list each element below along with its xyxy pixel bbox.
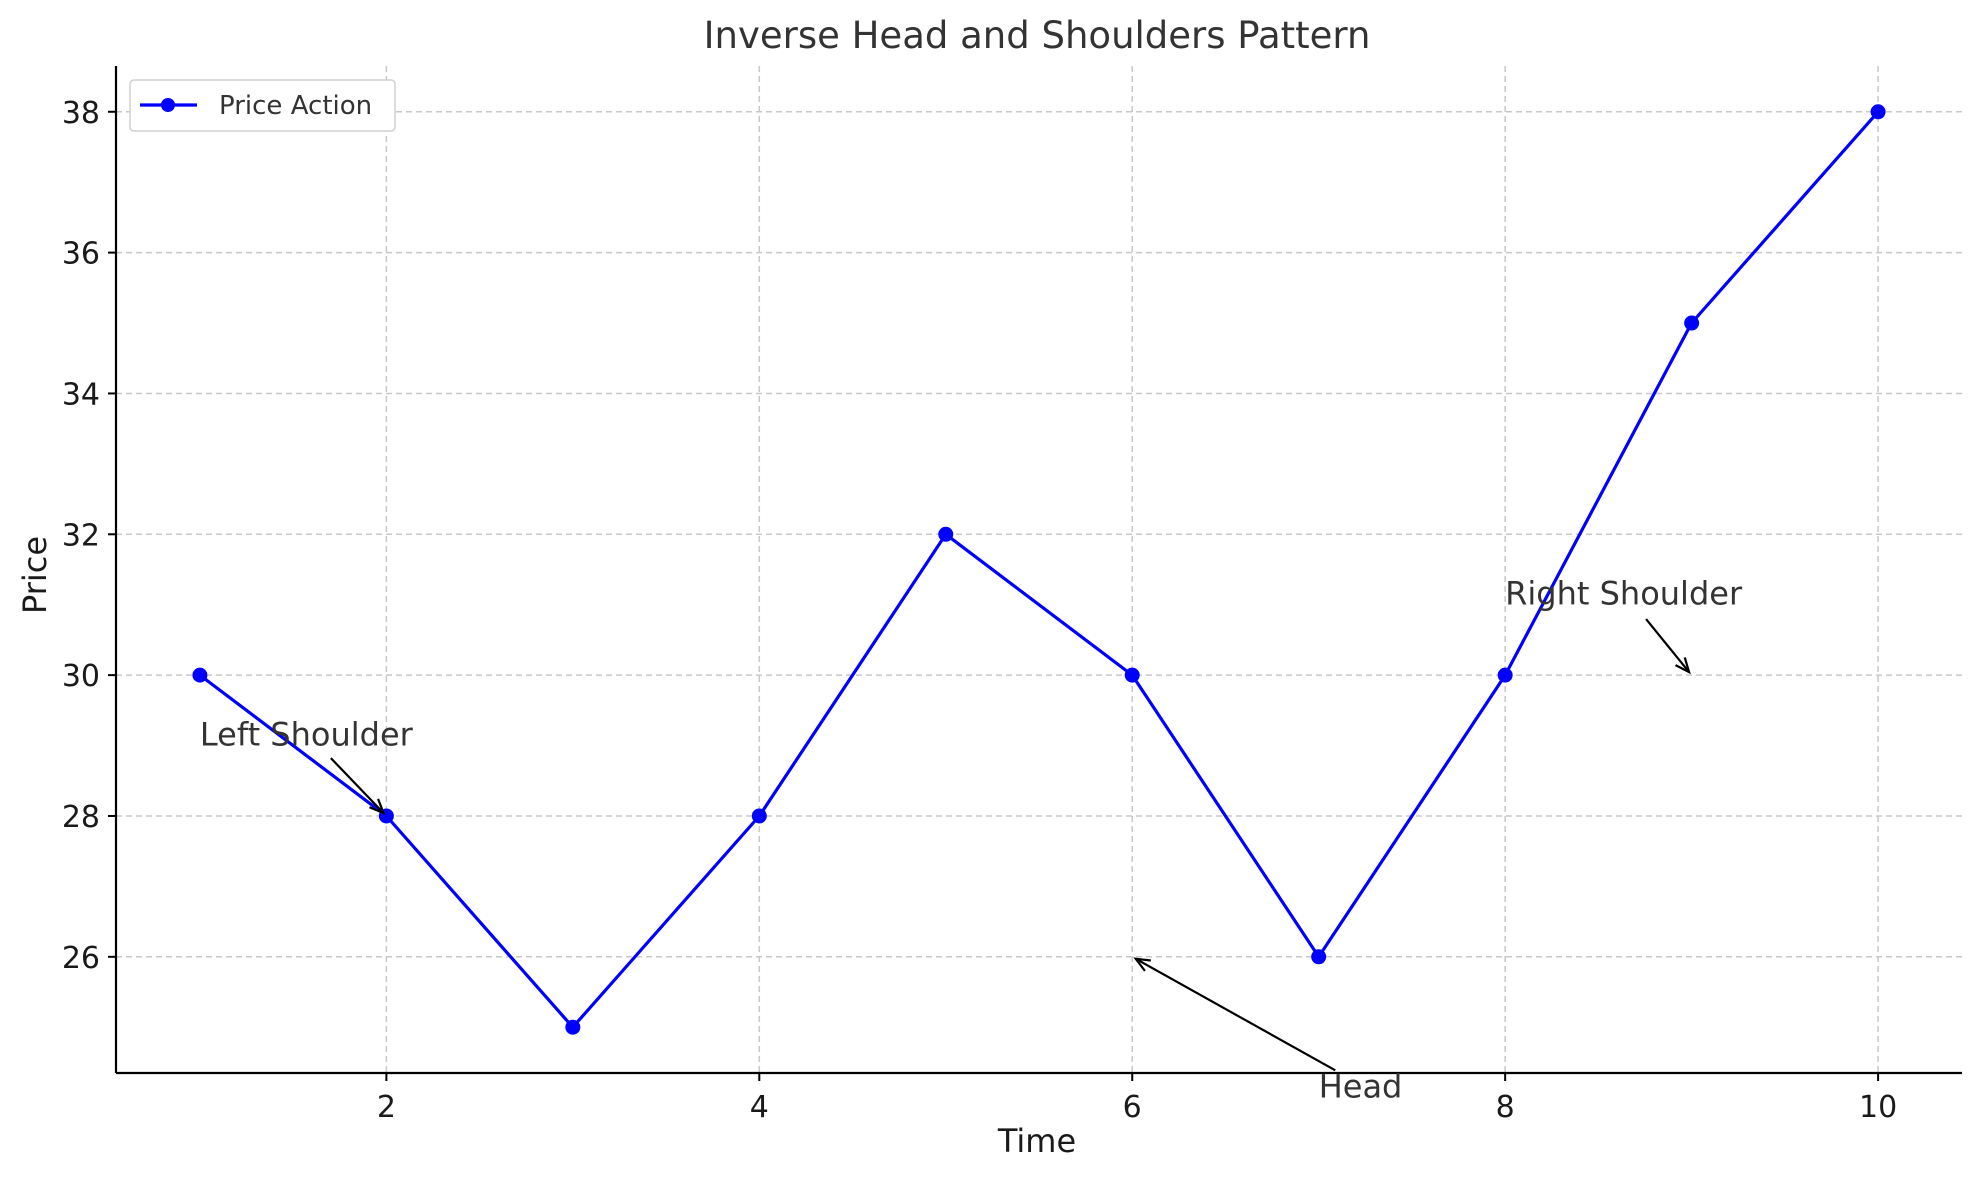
x-tick-label-8: 8 [1496,1090,1515,1125]
data-point-1 [192,667,208,683]
data-point-7 [1311,949,1327,965]
y-tick-label-28: 28 [62,800,100,835]
data-point-10 [1870,104,1886,120]
x-tick-label-6: 6 [1123,1090,1142,1125]
y-tick-label-32: 32 [62,518,100,553]
annotation-arrowhead-head [1133,957,1151,972]
annotation-right-shoulder: Right Shoulder [1505,575,1743,613]
data-point-3 [565,1019,581,1035]
annotation-left-shoulder: Left Shoulder [200,716,414,754]
legend-box [129,79,396,132]
y-tick-label-26: 26 [62,941,100,976]
annotation-arrow-right-shoulder [1645,618,1690,673]
legend-marker-swatch [161,98,175,112]
data-point-5 [938,526,954,542]
data-point-4 [751,808,767,824]
y-tick-label-34: 34 [62,377,100,412]
annotations: Left Shoulder Head Right Shoulder [200,575,1743,1106]
data-point-8 [1497,667,1513,683]
chart-title: Inverse Head and Shoulders Pattern [704,14,1371,57]
legend-label-price-action: Price Action [219,91,372,121]
series-line-price-action [198,110,1880,1029]
x-tick-label-4: 4 [750,1090,769,1125]
annotation-head: Head [1319,1068,1403,1106]
y-tick-label-36: 36 [62,237,100,272]
axes-frame [114,66,1962,1075]
y-tick-label-30: 30 [62,659,100,694]
annotation-arrowhead-left-shoulder [369,798,386,816]
annotation-arrowhead-right-shoulder [1675,657,1691,675]
y-axis-label: Price [16,536,54,614]
data-point-6 [1124,667,1140,683]
series-layer [192,104,1886,1035]
data-point-9 [1684,315,1700,331]
legend: Price Action [129,79,396,132]
annotation-arrow-left-shoulder [330,757,385,814]
grid-layer [116,66,1962,1073]
x-axis-label: Time [997,1122,1076,1160]
x-tick-label-10: 10 [1859,1090,1897,1125]
y-tick-label-38: 38 [62,96,100,131]
annotation-arrow-head [1135,957,1336,1072]
x-tick-label-2: 2 [377,1090,396,1125]
ticks: 2 4 6 8 10 26 28 30 32 34 36 38 [62,96,1897,1125]
